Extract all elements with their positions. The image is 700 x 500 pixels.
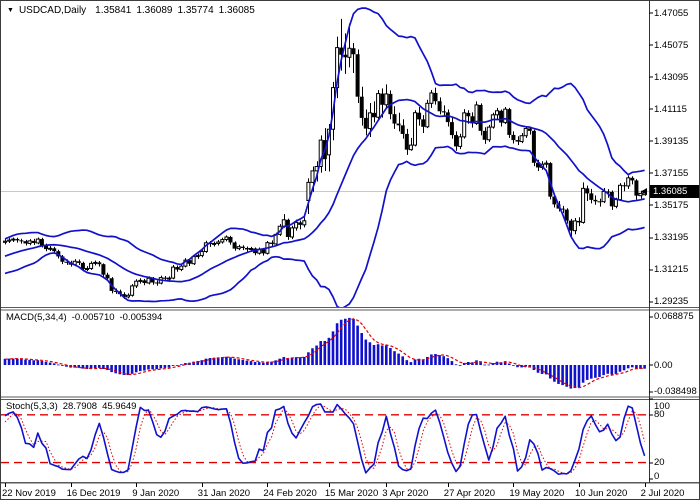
macd-label: MACD(5,34,4) [6, 312, 67, 323]
stoch-header: Stoch(5,3,3) 28.7908 45.9649 [6, 401, 136, 413]
price-axis-label: 1.37155 [654, 167, 689, 179]
date-axis-label: 24 Feb 2020 [263, 488, 317, 499]
date-axis-label: 31 Jan 2020 [197, 488, 251, 499]
macd-axis-label: -0.038498 [654, 386, 697, 398]
ohlc-high: 1.36089 [136, 5, 173, 16]
stoch-axis-label: 100 [654, 401, 670, 412]
date-axis-label: 22 Nov 2019 [2, 488, 56, 499]
price-axis-label: 1.29235 [654, 296, 689, 308]
macd-value-main: -0.005710 [71, 312, 115, 323]
price-axis-label: 1.43095 [654, 71, 689, 83]
date-axis-label: 10 Jun 2020 [575, 488, 628, 499]
date-axis-label: 27 Apr 2020 [443, 488, 496, 499]
date-axis-label: 3 Apr 2020 [382, 488, 429, 499]
ohlc-low: 1.35774 [177, 5, 214, 16]
date-axis-label: 16 Dec 2019 [66, 488, 121, 499]
macd-axis-label: 0.00 [654, 359, 673, 371]
chart-header: ▼ USDCAD,Daily 1.35841 1.36089 1.35774 1.3608… [7, 5, 255, 17]
symbol-label: USDCAD,Daily [18, 5, 87, 16]
stoch-label: Stoch(5,3,3) [6, 401, 58, 412]
stoch-axis-label: 80 [654, 409, 665, 421]
current-price-tag: 1.36085 [650, 185, 699, 198]
stoch-axis-label: 20 [654, 457, 665, 469]
ohlc-open: 1.35841 [95, 5, 132, 16]
price-axis-label: 1.35175 [654, 199, 689, 211]
price-axis-label: 1.45075 [654, 39, 689, 51]
macd-value-signal: -0.005394 [119, 312, 163, 323]
date-axis-label: 19 May 2020 [509, 488, 565, 499]
price-axis-label: 1.39135 [654, 135, 689, 147]
price-axis-label: 1.33195 [654, 232, 689, 244]
collapse-icon[interactable]: ▼ [7, 7, 14, 14]
price-axis-label: 1.31215 [654, 264, 689, 276]
macd-axis-label: 0.068875 [654, 311, 694, 323]
stoch-value-k: 28.7908 [62, 401, 98, 412]
date-axis-label: 9 Jan 2020 [132, 488, 180, 499]
price-axis-label: 1.41115 [654, 103, 687, 115]
ohlc-close: 1.36085 [218, 5, 255, 16]
date-axis-label: 15 Mar 2020 [324, 488, 379, 499]
date-axis-label: 2 Jul 2020 [640, 488, 685, 499]
price-axis-label: 1.47055 [654, 7, 689, 19]
stoch-value-d: 45.9649 [102, 401, 137, 412]
stoch-axis-label: 0 [654, 471, 660, 482]
macd-header: MACD(5,34,4) -0.005710 -0.005394 [6, 312, 162, 324]
